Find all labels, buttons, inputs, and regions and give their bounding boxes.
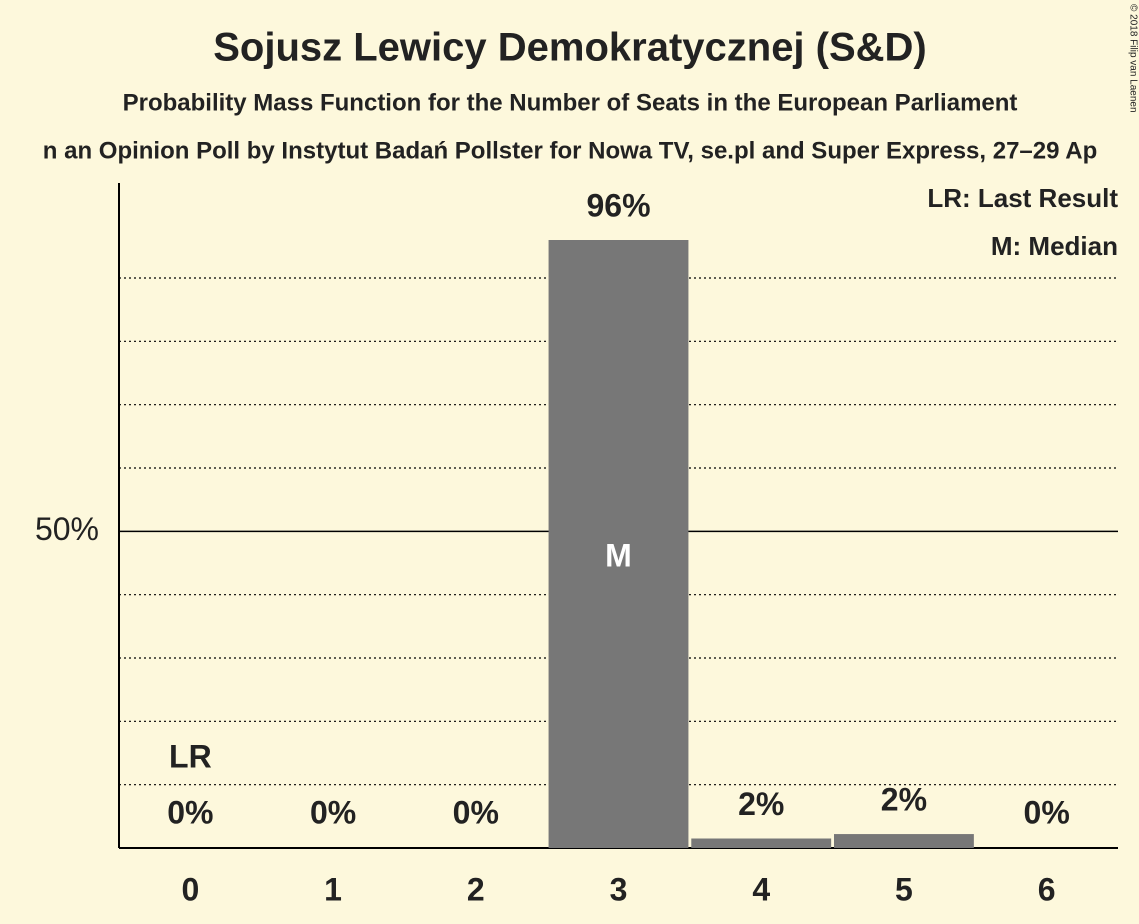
bar <box>691 838 832 848</box>
value-label: 0% <box>167 794 213 830</box>
value-label: 96% <box>586 187 650 223</box>
bar <box>833 834 974 848</box>
x-tick-label: 5 <box>895 871 913 907</box>
bar <box>548 240 689 848</box>
legend-entry: M: Median <box>991 231 1118 261</box>
chart-title: Sojusz Lewicy Demokratycznej (S&D) <box>213 26 927 70</box>
legend-entry: LR: Last Result <box>927 183 1118 213</box>
x-tick-label: 1 <box>324 871 342 907</box>
x-tick-label: 3 <box>610 871 628 907</box>
chart-subtitle: Probability Mass Function for the Number… <box>123 89 1018 116</box>
value-label: 0% <box>310 794 356 830</box>
last-result-marker: LR <box>169 738 212 774</box>
value-label: 0% <box>453 794 499 830</box>
y-tick-label: 50% <box>35 511 99 547</box>
x-tick-label: 6 <box>1038 871 1056 907</box>
x-tick-label: 0 <box>181 871 199 907</box>
x-tick-label: 4 <box>752 871 770 907</box>
copyright: © 2018 Filip van Laenen <box>1127 4 1138 113</box>
value-label: 2% <box>881 782 927 818</box>
value-label: 0% <box>1024 794 1070 830</box>
x-tick-label: 2 <box>467 871 485 907</box>
chart-subtitle: n an Opinion Poll by Instytut Badań Poll… <box>43 137 1097 164</box>
value-label: 2% <box>738 786 784 822</box>
median-marker: M <box>605 537 632 573</box>
